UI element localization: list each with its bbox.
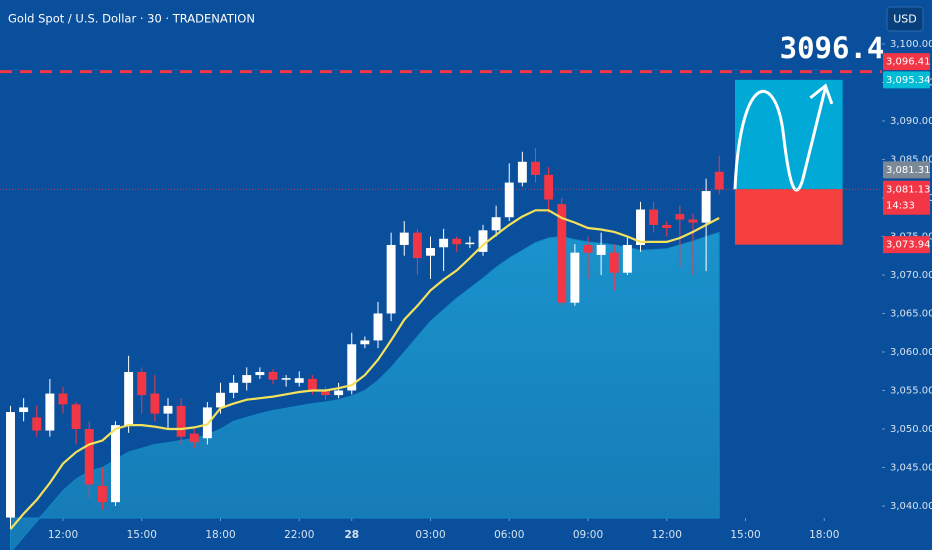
candle-body [45, 393, 55, 431]
candle-body [71, 404, 81, 429]
candle-body [491, 217, 501, 231]
candle-body [636, 209, 645, 245]
candle-body [189, 433, 199, 443]
candle-body [124, 372, 134, 426]
y-tick-label: 3,040.00 [890, 501, 932, 512]
countdown: 14:33 [886, 200, 915, 211]
candle-body [478, 230, 488, 252]
price-label-box [883, 71, 930, 89]
projection-arrow [809, 83, 834, 105]
candle-body [176, 405, 186, 437]
price-label-box [883, 180, 930, 215]
candle-body [570, 252, 580, 303]
x-tick-label: 15:00 [730, 529, 760, 541]
candle-body [714, 171, 724, 190]
candle-body [347, 344, 357, 391]
candle-body [675, 214, 685, 220]
candle-body [137, 372, 147, 396]
candle-body [255, 372, 265, 376]
candle-body [688, 219, 698, 223]
candle-body [6, 412, 15, 518]
price-label: 3,096.41 [886, 57, 931, 68]
price-label-box [883, 161, 930, 179]
candle-body [373, 313, 383, 341]
price-label-box [883, 236, 930, 254]
candle-body [321, 390, 330, 396]
currency-button[interactable] [886, 6, 924, 32]
candle-body [97, 485, 107, 503]
candle-body [163, 405, 173, 414]
candle-body [242, 375, 252, 383]
candle-body [58, 393, 68, 405]
candle-body [452, 238, 462, 245]
candle-body [622, 244, 632, 273]
loss-zone [735, 189, 843, 245]
y-tick-label: 3,065.00 [890, 308, 932, 319]
x-tick-label: 06:00 [494, 529, 524, 541]
x-tick-label: 18:00 [809, 529, 839, 541]
x-tick-label: 12:00 [652, 529, 682, 541]
candle-body [360, 340, 370, 345]
candle-body [399, 232, 409, 245]
y-tick-label: 3,050.00 [890, 424, 932, 435]
candle-body [465, 242, 475, 245]
price-label: 3,081.31 [886, 165, 931, 176]
price-label-box [883, 53, 930, 71]
x-tick-label: 09:00 [573, 529, 603, 541]
y-tick-label: 3,090.00 [890, 116, 932, 127]
candle-body [609, 252, 619, 273]
x-tick-label: 28 [344, 529, 359, 541]
candle-body [294, 378, 304, 383]
candle-body [19, 407, 29, 413]
y-tick-label: 3,060.00 [890, 347, 932, 358]
projection-curve [733, 87, 827, 192]
candle-body [701, 191, 711, 223]
candle-body [281, 378, 291, 380]
x-tick-label: 15:00 [127, 529, 157, 541]
candle-body [216, 392, 225, 408]
price-label: 3,081.13 [886, 184, 931, 195]
area [10, 231, 720, 550]
y-tick-label: 3,085.00 [890, 154, 932, 165]
candle-body [596, 244, 606, 255]
candle-body [583, 244, 593, 253]
candle-body [662, 224, 672, 229]
x-tick-label: 03:00 [415, 529, 445, 541]
candle-body [229, 382, 239, 393]
candle-body [649, 209, 659, 225]
candle-body [32, 417, 42, 431]
candle-body [412, 232, 422, 259]
y-tick-label: 3,070.00 [890, 270, 932, 281]
price-label: 3,073.94 [886, 240, 931, 251]
candle-body [334, 390, 344, 396]
candle-body [111, 425, 120, 503]
candle-body [517, 161, 527, 183]
x-tick-label: 18:00 [205, 529, 235, 541]
y-tick-label: 3,055.00 [890, 385, 932, 396]
candle-body [386, 244, 396, 314]
candle-body [439, 238, 449, 248]
y-tick-label: 3,100.00 [890, 39, 932, 50]
moving-average [9, 209, 720, 530]
candle-body [150, 393, 160, 414]
candle-body [84, 428, 94, 485]
candle-body [544, 174, 554, 200]
candle-body [268, 372, 278, 380]
chart-title: Gold Spot / U.S. Dollar · 30 · TRADENATI… [8, 12, 255, 26]
candle-body [531, 161, 540, 175]
x-tick-label: 22:00 [284, 529, 314, 541]
candle-body [307, 378, 317, 391]
target-text: 3096.4 [780, 31, 885, 65]
candle-body [426, 248, 435, 256]
x-tick-label: 12:00 [48, 529, 78, 541]
price-label: 3,095.34 [886, 75, 931, 86]
currency-label[interactable]: USD [893, 13, 917, 26]
candle-body [557, 204, 567, 303]
candle-body [504, 182, 514, 218]
y-tick-label: 3,045.00 [890, 462, 932, 473]
